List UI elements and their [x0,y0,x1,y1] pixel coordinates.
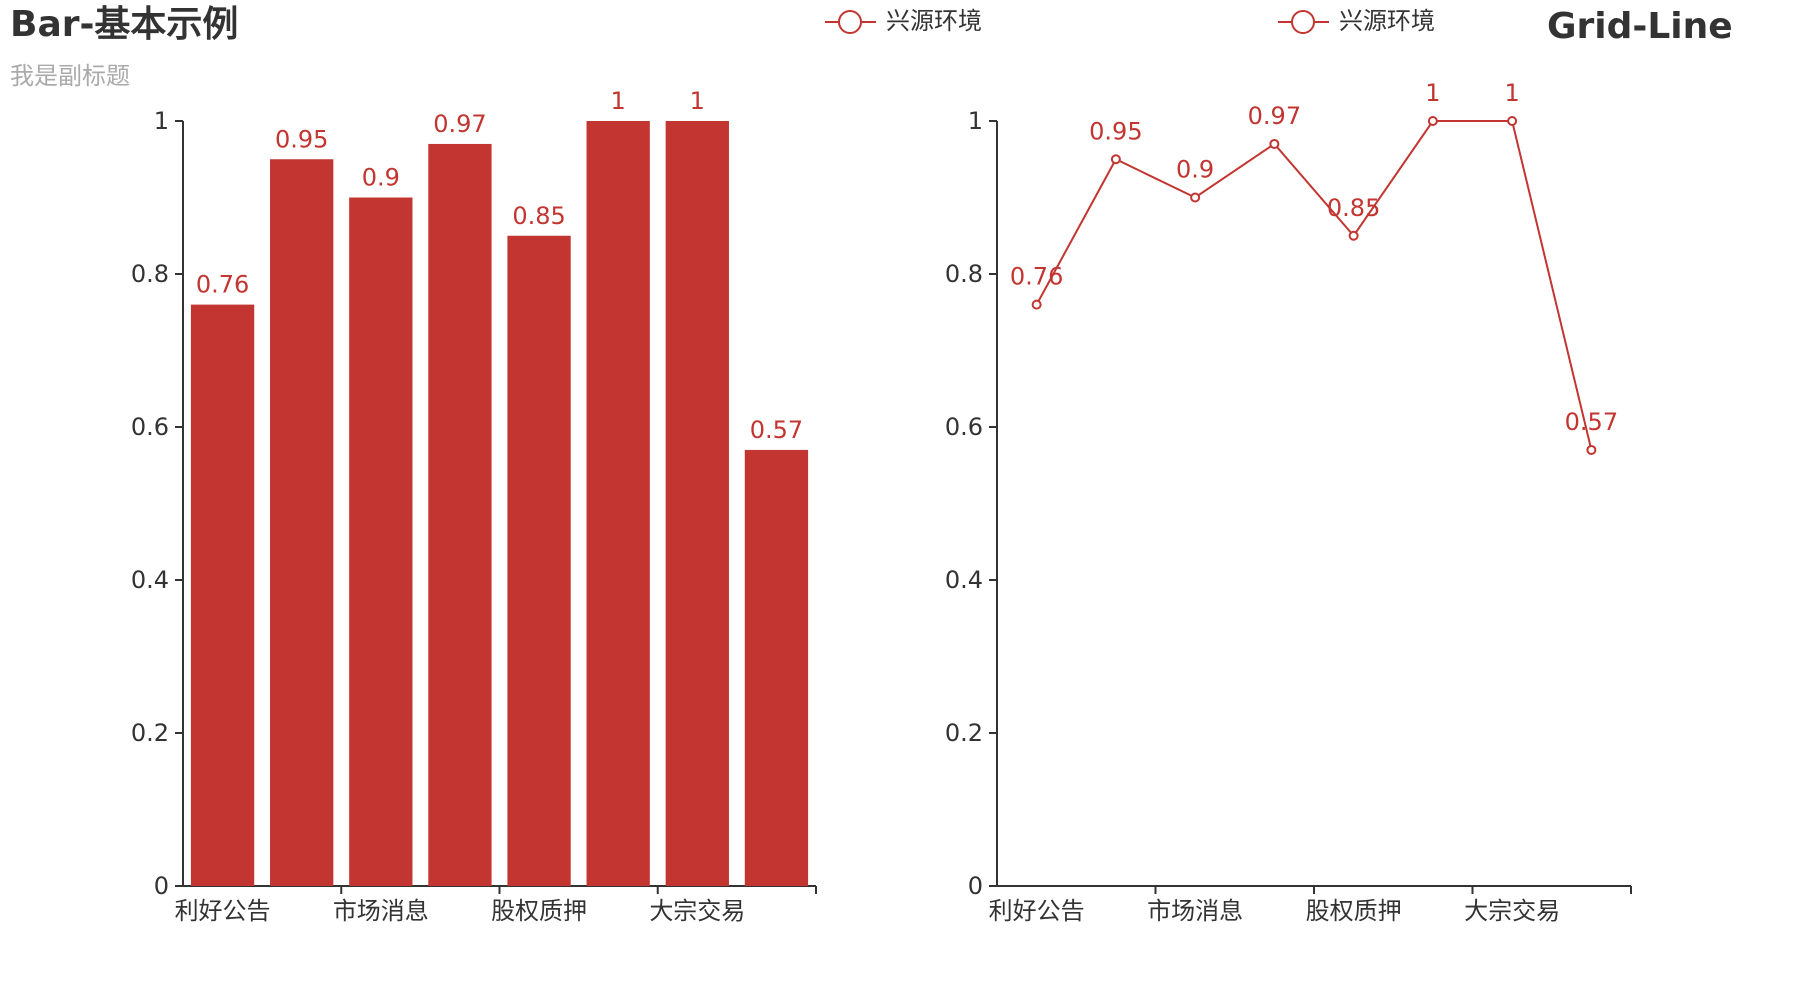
bar-chart-y-tick-label: 1 [154,107,169,135]
bar[interactable] [507,235,571,886]
line-chart-y-tick-label: 0.4 [945,566,983,594]
line-chart-x-tick-label: 市场消息 [1147,897,1243,925]
legend-left-label: 兴源环境 [886,7,982,35]
line-data-label: 0.76 [1010,263,1063,291]
bar-chart-x-tick-label: 利好公告 [175,897,271,925]
line-point[interactable] [1190,192,1201,203]
bar[interactable] [190,304,255,887]
line-chart-y-tick-label: 1 [968,107,983,135]
line-data-label: 1 [1425,79,1440,107]
line-chart-x-tick-label: 大宗交易 [1464,897,1560,925]
bar-chart-y-tick-label: 0.8 [131,260,169,288]
line-chart-plot: 0 0.2 0.4 0.6 0.8 1 利好公告 市场消息 股权质押 大宗交易 0.76 0.95 0.… [945,79,1632,925]
series-line [1035,120,1593,451]
bar-chart-y-tick-label: 0.2 [131,719,169,747]
bar[interactable] [744,449,809,886]
bar-data-label: 1 [611,87,626,115]
bar-data-label: 0.95 [275,125,328,153]
left-chart-subtitle: 我是副标题 [10,62,130,90]
line-data-label: 0.9 [1176,156,1214,184]
bar[interactable] [665,121,729,886]
line-data-label: 0.57 [1565,408,1618,436]
line-data-label: 1 [1504,79,1519,107]
line-point[interactable] [1031,299,1042,310]
bar-data-label: 1 [690,87,705,115]
legend-right-circle-marker [1291,10,1315,34]
legend-right[interactable]: 兴源环境 [1278,7,1435,35]
line-chart-y-tick-label: 0.2 [945,719,983,747]
bar[interactable] [349,197,413,887]
line-data-label: 0.95 [1089,117,1142,145]
line-point[interactable] [1110,154,1121,165]
bar-data-label: 0.97 [433,110,486,138]
bar-chart-plot: 0 0.2 0.4 0.6 0.8 1 利好公告 市场消息 股权质押 大宗交易 0.76 0.95 0.… [131,87,817,925]
line-data-label: 0.97 [1248,102,1301,130]
line-point[interactable] [1586,444,1597,455]
line-chart-y-tick-label: 0.6 [945,413,983,441]
bar[interactable] [586,121,650,886]
bar-data-label: 0.85 [512,202,565,230]
bar-data-label: 0.76 [196,271,249,299]
bar[interactable] [270,159,334,886]
legend-left-circle-marker [838,10,862,34]
left-chart-title: Bar-基本示例 [10,4,238,45]
legend-right-label: 兴源环境 [1339,7,1435,35]
line-point[interactable] [1427,116,1438,126]
bar-chart-x-tick-label: 市场消息 [333,897,429,925]
line-point[interactable] [1507,116,1518,126]
bar-data-label: 0.57 [750,416,803,444]
line-chart-x-tick-label: 利好公告 [989,897,1085,925]
bar-chart-y-tick-label: 0.6 [131,413,169,441]
line-chart-y-tick-label: 0 [968,872,983,900]
bar[interactable] [428,143,492,886]
line-chart-y-tick-label: 0.8 [945,260,983,288]
line-chart-x-tick-label: 股权质押 [1306,897,1402,925]
line-data-label: 0.85 [1327,194,1380,222]
right-chart-title: Grid-Line [1547,6,1733,47]
bar-data-label: 0.9 [362,164,400,192]
bar-chart-x-tick-label: 股权质押 [491,897,587,925]
bar-chart-x-tick-label: 大宗交易 [649,897,745,925]
legend-left[interactable]: 兴源环境 [825,7,982,35]
bar-chart-y-tick-label: 0 [154,872,169,900]
line-point[interactable] [1269,138,1280,149]
line-point[interactable] [1348,230,1359,241]
bar-chart-y-tick-label: 0.4 [131,566,169,594]
